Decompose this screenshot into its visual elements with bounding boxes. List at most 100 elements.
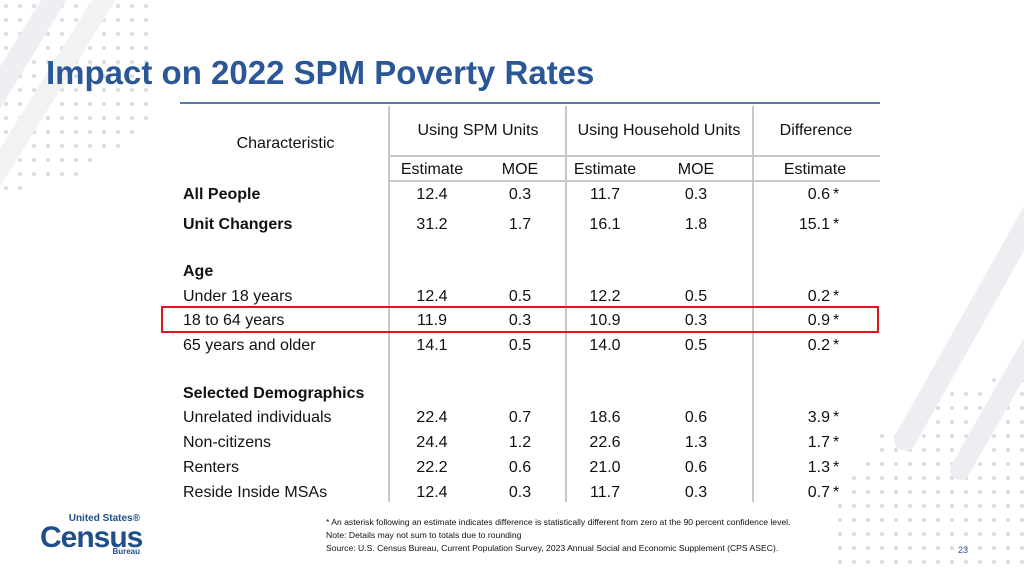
cell-spm-est: 11.9 — [417, 312, 447, 329]
decoration-mark — [866, 462, 870, 466]
decoration-mark — [1020, 490, 1024, 494]
decoration-mark — [116, 18, 120, 22]
decoration-mark — [950, 337, 1024, 480]
decoration-mark — [992, 546, 996, 550]
decoration-mark — [130, 46, 134, 50]
cell-spm-est: 12.4 — [416, 186, 448, 203]
decoration-mark — [978, 560, 982, 564]
decoration-mark — [964, 406, 968, 410]
cell-diff: 0.7 — [807, 484, 830, 501]
decoration-mark — [46, 172, 50, 176]
decoration-mark — [880, 476, 884, 480]
row-label: Under 18 years — [183, 288, 293, 305]
subheader-spm-estimate: Estimate — [400, 161, 464, 178]
decoration-mark — [838, 504, 842, 508]
decoration-mark — [1006, 420, 1010, 424]
decoration-mark — [936, 518, 940, 522]
decoration-mark — [880, 448, 884, 452]
decoration-mark — [838, 560, 842, 564]
decoration-mark — [144, 74, 148, 78]
cell-hh-est: 10.9 — [589, 312, 621, 329]
logo-line-3: Bureau — [112, 547, 140, 556]
decoration-mark — [978, 532, 982, 536]
decoration-mark — [102, 102, 106, 106]
decoration-mark — [0, 0, 67, 109]
significance-asterisk: * — [833, 459, 840, 476]
cell-spm-est: 12.4 — [416, 288, 448, 305]
section-label-age: Age — [183, 263, 214, 280]
decoration-mark — [4, 32, 8, 36]
decoration-mark — [144, 4, 148, 8]
decoration-mark — [74, 18, 78, 22]
decoration-mark — [964, 532, 968, 536]
cell-hh-moe: 0.5 — [684, 337, 708, 354]
decoration-mark — [18, 158, 22, 162]
decoration-mark — [894, 476, 898, 480]
cell-diff: 15.1 — [798, 216, 830, 233]
significance-asterisk: * — [833, 312, 840, 329]
decoration-mark — [74, 144, 78, 148]
decoration-mark — [74, 130, 78, 134]
cell-spm-moe: 0.5 — [508, 288, 532, 305]
decoration-mark — [4, 46, 8, 50]
significance-asterisk: * — [833, 409, 840, 426]
census-logo: United States® Census Bureau — [40, 513, 144, 557]
table-divider — [752, 106, 754, 502]
decoration-mark — [4, 102, 8, 106]
decoration-mark — [102, 32, 106, 36]
decoration-mark — [32, 158, 36, 162]
decoration-mark — [936, 420, 940, 424]
decoration-mark — [102, 60, 106, 64]
decoration-mark — [950, 504, 954, 508]
cell-hh-est: 22.6 — [589, 434, 621, 451]
decoration-mark — [46, 130, 50, 134]
decoration-mark — [32, 60, 36, 64]
significance-asterisk: * — [833, 434, 840, 451]
footnote-asterisk: * An asterisk following an estimate indi… — [326, 517, 791, 527]
decoration-mark — [964, 434, 968, 438]
decoration-mark — [922, 518, 926, 522]
decoration-mark — [978, 462, 982, 466]
header-characteristic: Characteristic — [236, 135, 335, 152]
decoration-mark — [60, 102, 64, 106]
decoration-mark — [894, 490, 898, 494]
decoration-mark — [1006, 504, 1010, 508]
decoration-mark — [116, 74, 120, 78]
decoration-mark — [18, 18, 22, 22]
decoration-mark — [18, 88, 22, 92]
decoration-mark — [852, 560, 856, 564]
decoration-mark — [0, 0, 116, 187]
cell-hh-moe: 0.6 — [684, 459, 708, 476]
decoration-mark — [130, 130, 134, 134]
decoration-mark — [838, 546, 842, 550]
decoration-mark — [922, 462, 926, 466]
significance-asterisk: * — [833, 484, 840, 501]
decoration-mark — [88, 102, 92, 106]
decoration-mark — [922, 448, 926, 452]
logo-line-2: Census — [40, 521, 143, 554]
table-divider — [565, 106, 567, 502]
title-underline — [180, 102, 880, 104]
section-label-demographics: Selected Demographics — [183, 385, 365, 402]
decoration-mark — [1006, 434, 1010, 438]
cell-spm-moe: 0.7 — [508, 409, 532, 426]
subheader-spm-moe: MOE — [501, 161, 539, 178]
decoration-mark — [992, 378, 996, 382]
row-label: Renters — [183, 459, 240, 476]
decoration-mark — [838, 518, 842, 522]
decoration-mark — [74, 172, 78, 176]
row-label: All People — [183, 186, 261, 203]
decoration-mark — [74, 4, 78, 8]
decoration-mark — [1020, 476, 1024, 480]
decoration-mark — [1020, 546, 1024, 550]
cell-spm-moe: 0.6 — [508, 459, 532, 476]
decoration-mark — [936, 560, 940, 564]
decoration-mark — [46, 144, 50, 148]
decoration-mark — [908, 462, 912, 466]
decoration-mark — [116, 46, 120, 50]
cell-diff: 3.9 — [807, 409, 830, 426]
cell-diff: 0.2 — [807, 288, 830, 305]
subheader-diff-estimate: Estimate — [783, 161, 847, 178]
decoration-mark — [880, 518, 884, 522]
decoration-mark — [894, 448, 898, 452]
